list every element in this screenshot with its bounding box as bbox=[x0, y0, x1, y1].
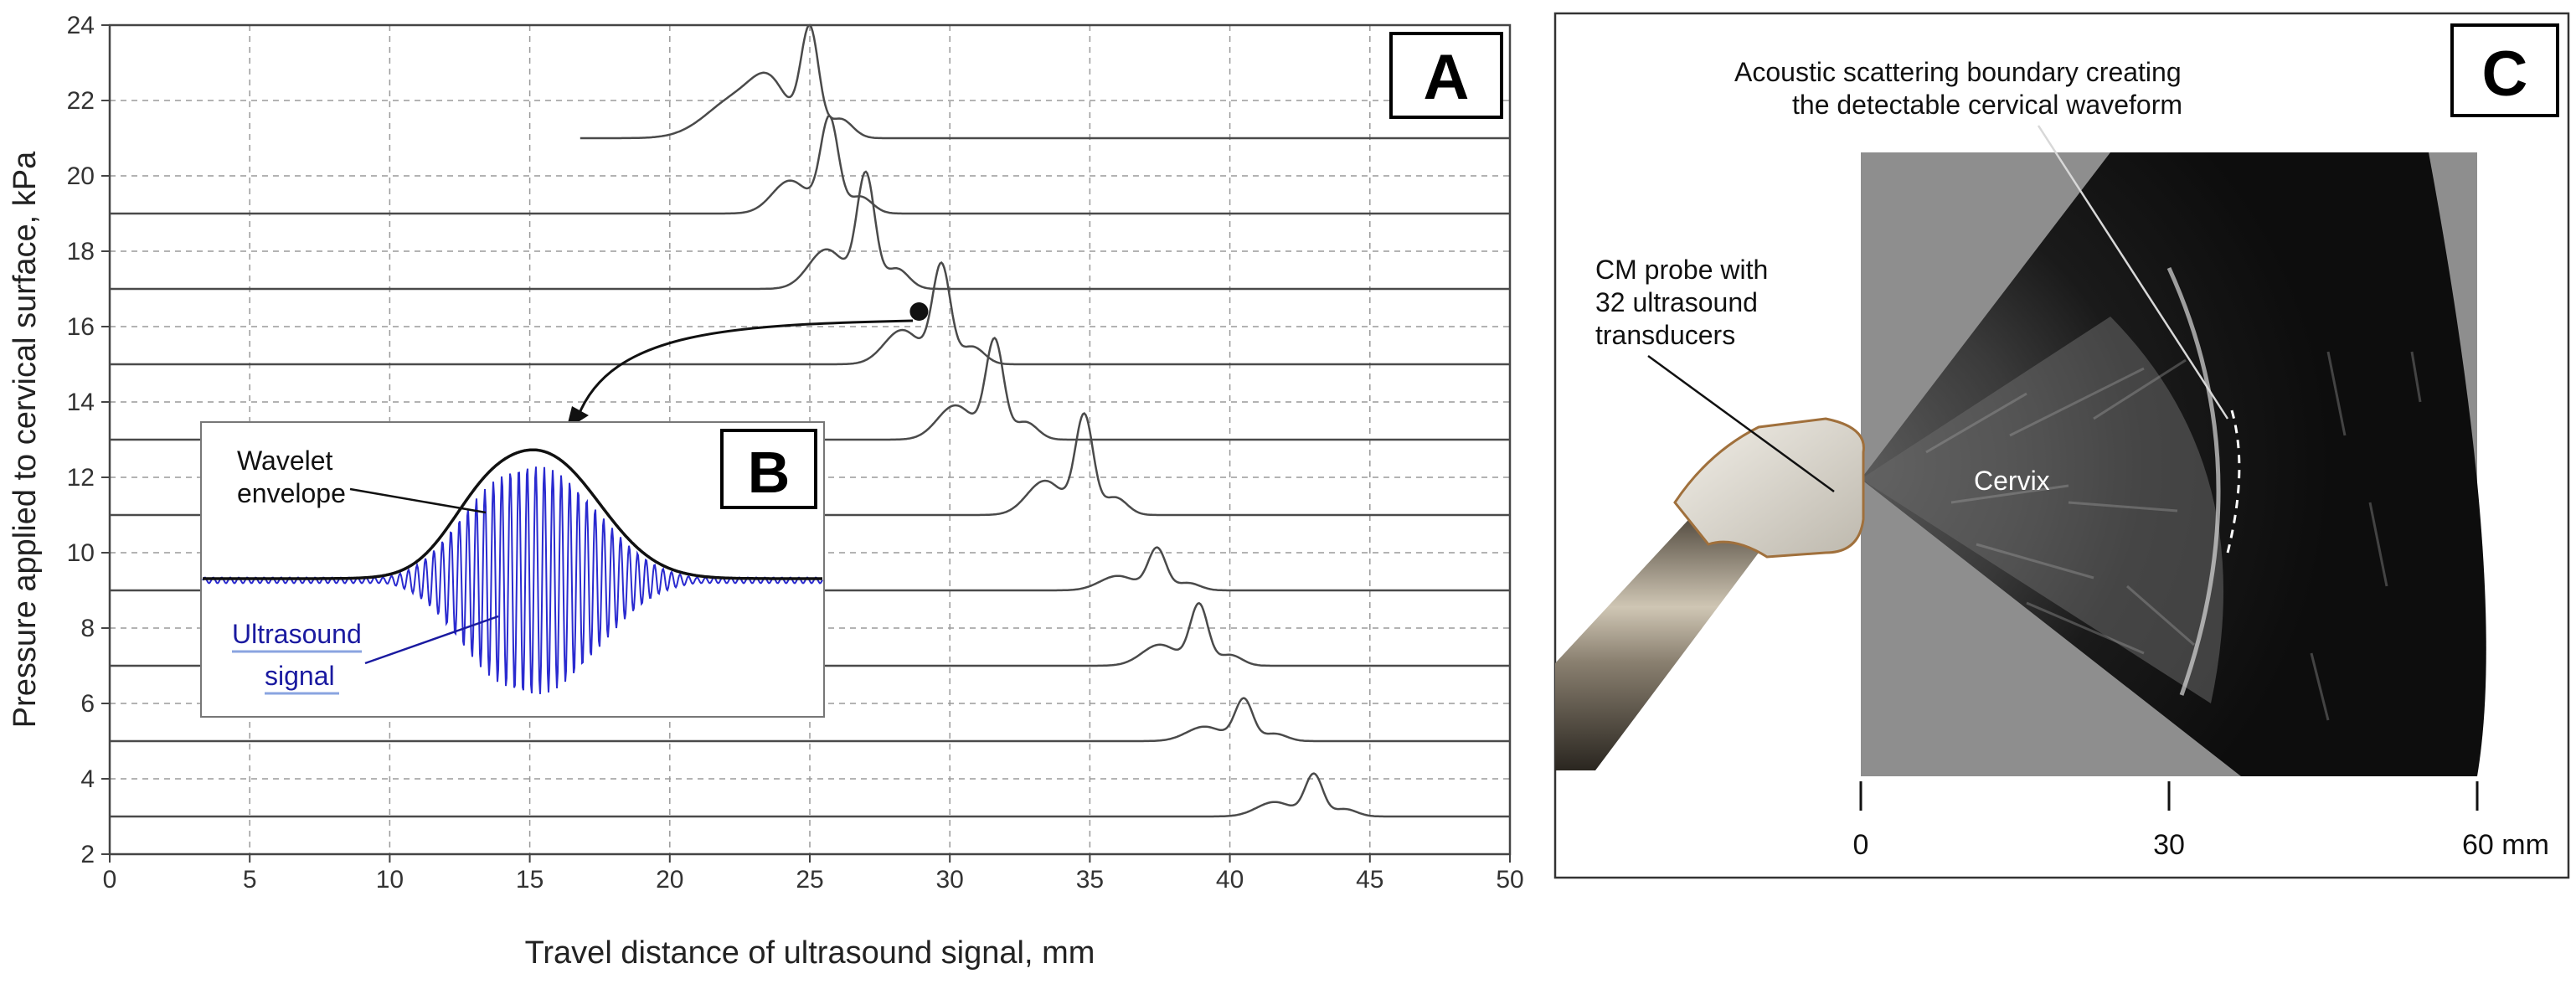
y-tick-label: 14 bbox=[67, 389, 95, 416]
pressure-trace bbox=[580, 23, 1510, 140]
cervix-label: Cervix bbox=[1974, 466, 2050, 496]
y-tick-label: 16 bbox=[67, 313, 95, 341]
scattering-boundary-dashed bbox=[2226, 410, 2241, 554]
x-tick-label: 20 bbox=[656, 866, 683, 894]
panel-a-letter: A bbox=[1424, 42, 1470, 113]
cervix-tissue-region bbox=[1861, 317, 2223, 703]
cm-probe bbox=[1555, 417, 1865, 770]
x-tick-label: 35 bbox=[1076, 866, 1104, 894]
signal-leader-line bbox=[364, 615, 499, 665]
y-tick-label: 12 bbox=[67, 464, 95, 492]
panel-a: 0 5 10 15 20 25 30 35 40 45 5024681012141618202224… bbox=[8, 12, 1524, 971]
y-tick-label: 8 bbox=[80, 615, 95, 642]
pressure-trace bbox=[110, 114, 1510, 215]
scale-label-60: 60 mm bbox=[2462, 829, 2549, 861]
panel-c-letter-box: C bbox=[2450, 23, 2559, 117]
x-tick-label: 5 bbox=[243, 866, 257, 894]
boundary-label-line1: Acoustic scattering boundary creating bbox=[1734, 57, 2182, 87]
speckle-texture bbox=[1925, 351, 2422, 721]
envelope-leader-line bbox=[349, 487, 487, 514]
y-tick-label: 6 bbox=[80, 690, 95, 718]
y-tick-label: 18 bbox=[67, 238, 95, 265]
x-axis-label: Travel distance of ultrasound signal, mm bbox=[525, 935, 1095, 971]
x-tick-label: 10 bbox=[376, 866, 404, 894]
probe-leader-line bbox=[1647, 354, 1835, 493]
panel-a-letter-box: A bbox=[1389, 32, 1503, 119]
x-tick-label: 0 bbox=[103, 866, 117, 894]
y-tick-label: 24 bbox=[67, 12, 95, 39]
boundary-label-line2: the detectable cervical waveform bbox=[1792, 90, 2182, 120]
x-tick-label: 30 bbox=[936, 866, 964, 894]
probe-label-line1: CM probe with bbox=[1595, 255, 1768, 285]
x-tick-label: 15 bbox=[516, 866, 544, 894]
x-tick-label: 40 bbox=[1216, 866, 1244, 894]
pressure-trace bbox=[110, 772, 1510, 818]
pressure-trace bbox=[110, 170, 1510, 291]
y-tick-label: 20 bbox=[67, 162, 95, 190]
pressure-trace bbox=[110, 261, 1510, 366]
x-tick-label: 50 bbox=[1496, 866, 1523, 894]
selected-point-marker bbox=[909, 302, 929, 321]
signal-label-line1: Ultrasound bbox=[232, 619, 362, 649]
panel-b-letter: B bbox=[748, 440, 791, 505]
callout-arrow bbox=[566, 319, 914, 430]
panel-b-letter-box: B bbox=[720, 429, 817, 509]
depth-scale: 0 30 60 mm bbox=[1853, 781, 2549, 861]
panel-c-letter: C bbox=[2482, 39, 2528, 110]
pressure-trace bbox=[110, 697, 1510, 743]
scale-label-30: 30 bbox=[2153, 829, 2185, 861]
y-tick-label: 22 bbox=[67, 87, 95, 115]
x-tick-label: 25 bbox=[796, 866, 823, 894]
envelope-label-line2: envelope bbox=[237, 478, 346, 508]
panel-b: Wavelet envelope Ultrasound signal B bbox=[200, 421, 825, 718]
panel-c: Acoustic scattering boundary creating th… bbox=[1553, 12, 2570, 879]
probe-label-line3: transducers bbox=[1595, 320, 1735, 350]
probe-label-line2: 32 ultrasound bbox=[1595, 287, 1758, 317]
signal-label-line2: signal bbox=[265, 661, 335, 691]
y-tick-label: 10 bbox=[67, 539, 95, 567]
y-tick-label: 4 bbox=[80, 765, 95, 793]
boundary-leader-line bbox=[2037, 125, 2229, 420]
scale-label-0: 0 bbox=[1853, 829, 1869, 861]
scattering-boundary-arc bbox=[2166, 266, 2221, 696]
envelope-label-line1: Wavelet bbox=[237, 446, 333, 476]
x-tick-label: 45 bbox=[1356, 866, 1383, 894]
wavelet-envelope-curve bbox=[203, 448, 822, 580]
y-axis-label: Pressure applied to cervical surface, kP… bbox=[8, 151, 43, 728]
probe-shaft bbox=[1555, 498, 1759, 770]
probe-head bbox=[1673, 417, 1865, 559]
y-tick-label: 2 bbox=[80, 841, 95, 868]
